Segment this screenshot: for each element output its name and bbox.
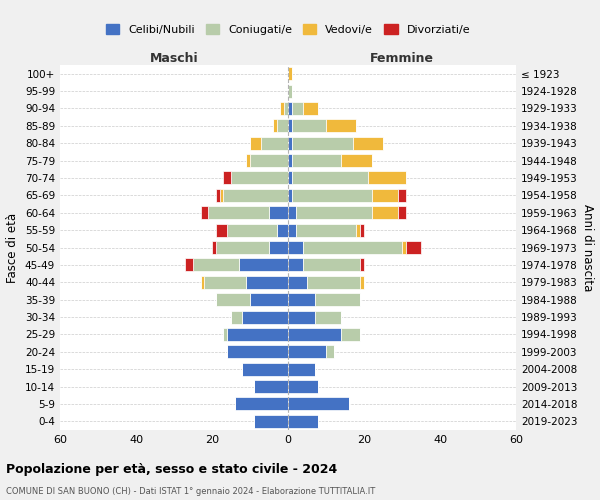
- Bar: [288, 310, 314, 324]
- Bar: [273, 120, 277, 132]
- Bar: [216, 241, 269, 254]
- Bar: [250, 136, 262, 149]
- Bar: [296, 224, 356, 236]
- Bar: [292, 154, 341, 167]
- Bar: [360, 258, 364, 272]
- Bar: [246, 276, 288, 289]
- Bar: [360, 276, 364, 289]
- Bar: [296, 206, 371, 220]
- Text: Maschi: Maschi: [149, 52, 199, 65]
- Y-axis label: Anni di nascita: Anni di nascita: [581, 204, 594, 291]
- Bar: [288, 154, 292, 167]
- Bar: [288, 102, 292, 115]
- Bar: [326, 120, 356, 132]
- Bar: [269, 241, 288, 254]
- Text: Popolazione per età, sesso e stato civile - 2024: Popolazione per età, sesso e stato civil…: [6, 462, 337, 475]
- Bar: [371, 206, 398, 220]
- Bar: [277, 224, 288, 236]
- Bar: [288, 136, 292, 149]
- Bar: [227, 346, 288, 358]
- Bar: [398, 206, 406, 220]
- Bar: [227, 328, 288, 341]
- Bar: [193, 258, 239, 272]
- Bar: [216, 293, 250, 306]
- Bar: [239, 258, 288, 272]
- Bar: [353, 136, 383, 149]
- Bar: [288, 224, 296, 236]
- Bar: [356, 224, 360, 236]
- Bar: [205, 276, 246, 289]
- Bar: [200, 276, 205, 289]
- Bar: [216, 224, 227, 236]
- Bar: [288, 380, 319, 393]
- Bar: [227, 224, 277, 236]
- Bar: [277, 120, 288, 132]
- Bar: [269, 206, 288, 220]
- Bar: [341, 154, 371, 167]
- Bar: [235, 398, 288, 410]
- Bar: [326, 346, 334, 358]
- Bar: [402, 241, 406, 254]
- Bar: [231, 310, 242, 324]
- Bar: [223, 328, 227, 341]
- Bar: [406, 241, 421, 254]
- Bar: [292, 120, 326, 132]
- Bar: [288, 206, 296, 220]
- Bar: [292, 136, 353, 149]
- Bar: [216, 189, 220, 202]
- Legend: Celibi/Nubili, Coniugati/e, Vedovi/e, Divorziati/e: Celibi/Nubili, Coniugati/e, Vedovi/e, Di…: [101, 20, 475, 39]
- Bar: [288, 189, 292, 202]
- Bar: [220, 189, 223, 202]
- Bar: [288, 328, 341, 341]
- Bar: [292, 172, 368, 184]
- Bar: [288, 276, 307, 289]
- Bar: [280, 102, 284, 115]
- Bar: [200, 206, 208, 220]
- Bar: [254, 380, 288, 393]
- Bar: [368, 172, 406, 184]
- Bar: [242, 310, 288, 324]
- Bar: [307, 276, 360, 289]
- Bar: [288, 241, 303, 254]
- Text: COMUNE DI SAN BUONO (CH) - Dati ISTAT 1° gennaio 2024 - Elaborazione TUTTITALIA.: COMUNE DI SAN BUONO (CH) - Dati ISTAT 1°…: [6, 488, 375, 496]
- Bar: [288, 415, 319, 428]
- Bar: [292, 102, 303, 115]
- Bar: [242, 362, 288, 376]
- Bar: [246, 154, 250, 167]
- Bar: [288, 172, 292, 184]
- Bar: [288, 293, 314, 306]
- Bar: [341, 328, 360, 341]
- Bar: [398, 189, 406, 202]
- Bar: [303, 241, 402, 254]
- Bar: [262, 136, 288, 149]
- Bar: [185, 258, 193, 272]
- Bar: [288, 362, 314, 376]
- Bar: [314, 310, 341, 324]
- Bar: [288, 84, 292, 98]
- Bar: [284, 102, 288, 115]
- Bar: [212, 241, 216, 254]
- Bar: [288, 346, 326, 358]
- Bar: [208, 206, 269, 220]
- Bar: [360, 224, 364, 236]
- Bar: [223, 172, 231, 184]
- Bar: [303, 258, 360, 272]
- Text: Femmine: Femmine: [370, 52, 434, 65]
- Bar: [288, 258, 303, 272]
- Bar: [292, 189, 371, 202]
- Bar: [288, 120, 292, 132]
- Y-axis label: Fasce di età: Fasce di età: [7, 212, 19, 282]
- Bar: [371, 189, 398, 202]
- Bar: [303, 102, 319, 115]
- Bar: [254, 415, 288, 428]
- Bar: [250, 154, 288, 167]
- Bar: [231, 172, 288, 184]
- Bar: [288, 398, 349, 410]
- Bar: [223, 189, 288, 202]
- Bar: [314, 293, 360, 306]
- Bar: [250, 293, 288, 306]
- Bar: [288, 67, 292, 80]
